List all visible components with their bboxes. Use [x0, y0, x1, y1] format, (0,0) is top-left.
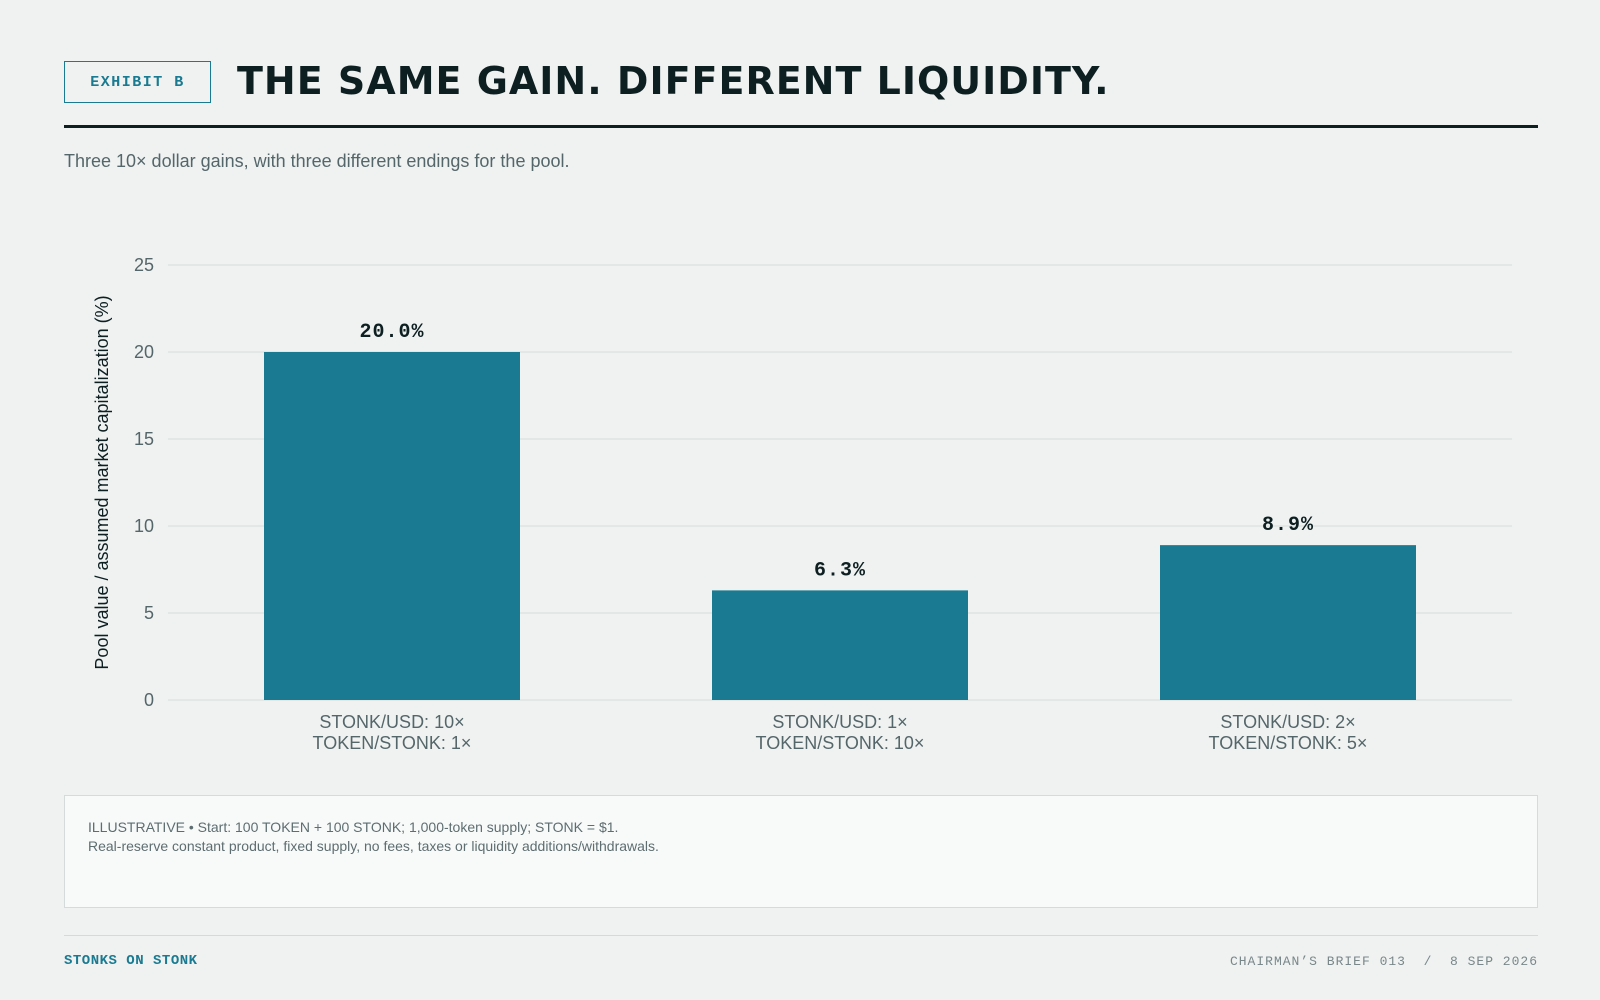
exhibit-tag: EXHIBIT B [64, 61, 211, 103]
y-tick-label: 5 [144, 603, 154, 623]
y-tick-label: 25 [134, 255, 154, 275]
bar-data-label: 8.9% [1262, 514, 1314, 537]
brand-label: STONKS ON STONK [64, 953, 198, 969]
bar [1160, 545, 1416, 700]
y-tick-label: 10 [134, 516, 154, 536]
footer-divider [64, 935, 1538, 936]
x-category-label: STONK/USD: 2× [1220, 712, 1355, 732]
brief-date-label: CHAIRMAN’S BRIEF 013 / 8 SEP 2026 [1229, 954, 1538, 969]
bar [712, 590, 968, 700]
x-category-label: TOKEN/STONK: 1× [313, 733, 472, 753]
notes-line-2: Real-reserve constant product, fixed sup… [88, 837, 659, 854]
bar-data-label: 20.0% [359, 321, 424, 344]
notes-line-1: ILLUSTRATIVE • Start: 100 TOKEN + 100 ST… [88, 819, 619, 835]
y-tick-label: 15 [134, 429, 154, 449]
x-category-label: TOKEN/STONK: 10× [756, 733, 925, 753]
bar-chart: 0 5 10 15 20 25 Pool value / assumed market ca… [92, 255, 1512, 753]
x-category-label: STONK/USD: 1× [772, 712, 907, 732]
bar [264, 352, 520, 700]
bar-data-label: 6.3% [814, 559, 866, 582]
x-category-label: STONK/USD: 10× [319, 712, 464, 732]
notes-box: ILLUSTRATIVE • Start: 100 TOKEN + 100 ST… [64, 795, 1538, 908]
y-axis-label: Pool value / assumed market capitalizati… [92, 295, 112, 669]
y-tick-label: 20 [134, 342, 154, 362]
title-divider [64, 125, 1538, 128]
page-subtitle: Three 10× dollar gains, with three diffe… [64, 151, 570, 171]
page-title: THE SAME GAIN. DIFFERENT LIQUIDITY. [237, 59, 1110, 103]
x-category-label: TOKEN/STONK: 5× [1209, 733, 1368, 753]
y-tick-label: 0 [144, 690, 154, 710]
